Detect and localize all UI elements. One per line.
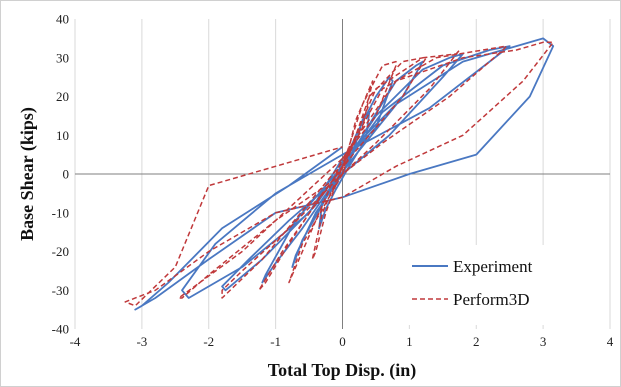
x-tick-label-1: -3	[136, 334, 147, 349]
legend-box	[404, 245, 574, 325]
x-tick-label-4: 0	[339, 334, 346, 349]
x-tick-label-0: -4	[70, 334, 81, 349]
y-tick-label-4: 0	[63, 167, 70, 182]
x-tick-label-6: 2	[473, 334, 480, 349]
y-axis-title: Base Shear (kips)	[17, 107, 38, 241]
x-tick-label-8: 4	[607, 334, 614, 349]
y-tick-label-5: 10	[56, 128, 69, 143]
y-tick-label-1: -30	[52, 283, 69, 298]
x-tick-label-2: -2	[203, 334, 214, 349]
legend-label-perform3d: Perform3D	[453, 290, 529, 309]
legend: Experiment Perform3D	[404, 245, 574, 325]
y-tick-label-8: 40	[56, 12, 69, 27]
x-tick-label-5: 1	[406, 334, 413, 349]
legend-label-experiment: Experiment	[453, 257, 533, 276]
y-tick-label-6: 20	[56, 89, 69, 104]
y-tick-label-0: -40	[52, 322, 69, 337]
x-tick-label-7: 3	[540, 334, 547, 349]
x-axis-title: Total Top Disp. (in)	[268, 360, 416, 381]
y-tick-label-3: -10	[52, 205, 69, 220]
series-layer	[124, 37, 555, 311]
series-line-perform3d	[124, 41, 554, 307]
y-tick-label-7: 30	[56, 50, 69, 65]
y-tick-label-2: -20	[52, 244, 69, 259]
x-tick-label-3: -1	[270, 334, 281, 349]
